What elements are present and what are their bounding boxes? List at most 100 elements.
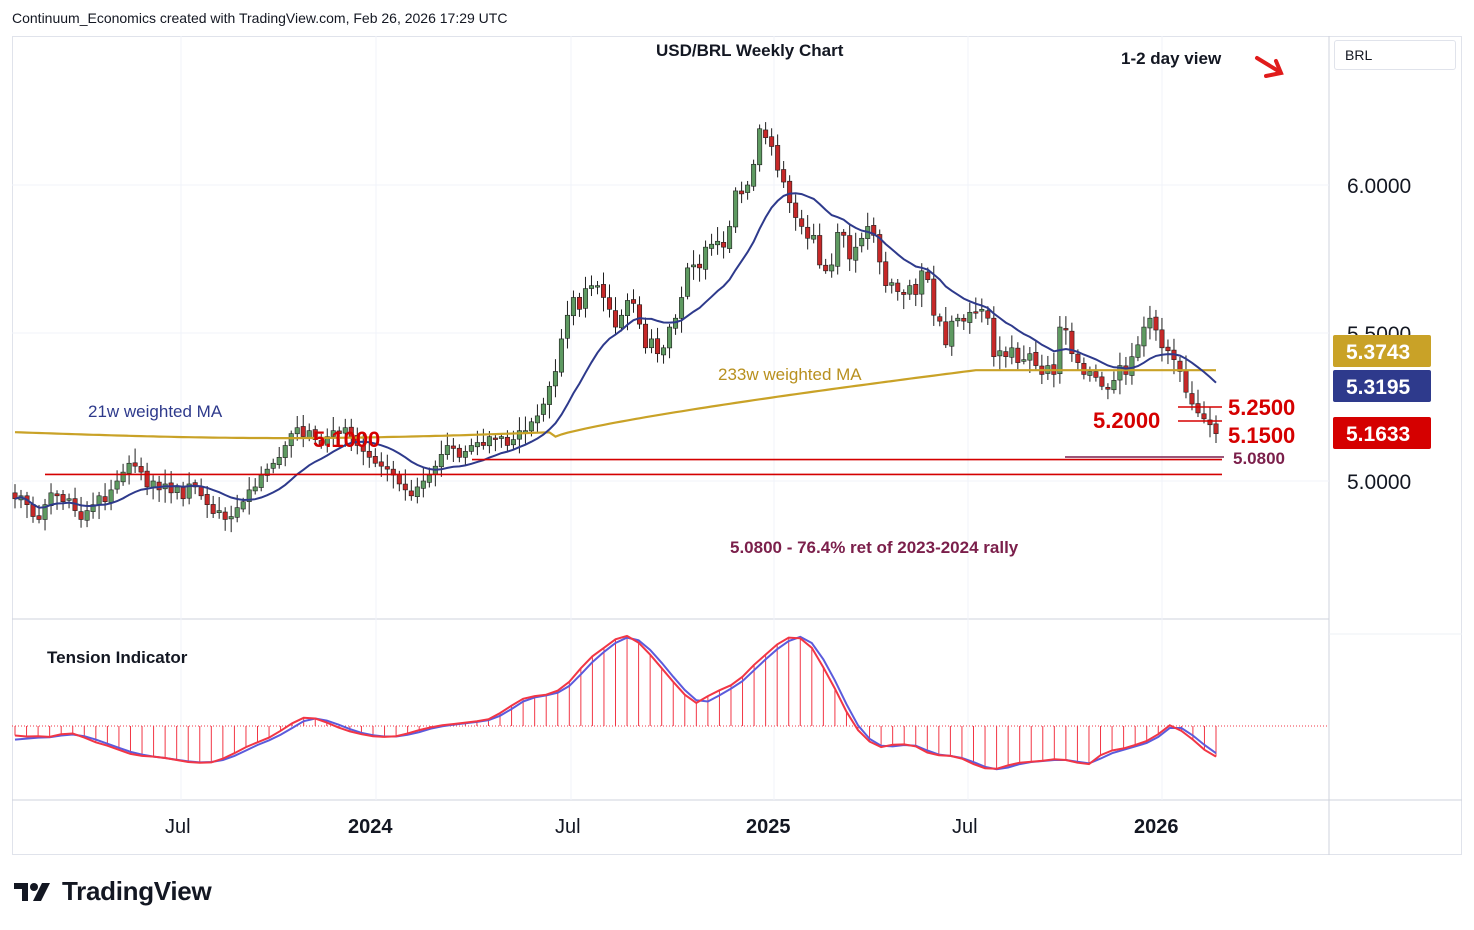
candle-up (294, 427, 300, 435)
candle-up (342, 427, 348, 434)
tension-histogram (14, 635, 1217, 769)
candle-down (817, 235, 823, 266)
candle-down (600, 284, 606, 298)
candle-up (486, 436, 492, 447)
fib-annotation: 5.0800 - 76.4% ret of 2023-2024 rally (730, 538, 1019, 557)
candle-up (252, 486, 258, 492)
candle-up (174, 486, 180, 493)
candle-down (643, 323, 649, 349)
candle-up (108, 489, 114, 503)
candle-down (1177, 360, 1183, 372)
candle-up (498, 436, 504, 439)
price-tag-label: 5.3743 (1346, 341, 1410, 364)
candle-up (234, 507, 240, 518)
candle-down (336, 430, 342, 434)
candle-down (456, 447, 462, 458)
candle-down (198, 486, 204, 497)
candle-up (1009, 347, 1015, 358)
candle-down (985, 310, 991, 319)
candle-down (631, 299, 637, 304)
symbol-box[interactable]: BRL (1334, 40, 1456, 70)
candle-up (685, 267, 691, 297)
candle-up (889, 282, 895, 286)
candle-up (679, 297, 685, 319)
candle-down (1153, 316, 1159, 331)
candle-up (727, 226, 733, 249)
candle-down (168, 482, 174, 494)
candle-up (552, 371, 558, 387)
candle-down (841, 231, 847, 236)
candle-down (384, 466, 390, 470)
candle-down (360, 444, 366, 452)
candle-up (240, 501, 246, 510)
candle-down (799, 218, 805, 227)
candle-down (1105, 386, 1111, 390)
candle-down (60, 494, 66, 503)
candle-down (138, 466, 144, 473)
candle-up (811, 235, 817, 240)
candle-down (769, 136, 775, 147)
candle-up (1141, 326, 1147, 347)
candle-down (805, 226, 811, 239)
candle-down (871, 225, 877, 236)
view-label: 1-2 day view (1121, 49, 1222, 68)
ma-233w-label: 233w weighted MA (718, 365, 862, 384)
candle-up (420, 480, 426, 489)
time-axis-tick: Jul (555, 816, 581, 838)
tension-main-line (14, 634, 1217, 770)
candle-down (655, 338, 661, 355)
candle-down (697, 263, 703, 269)
candle-up (703, 246, 709, 270)
candle-up (919, 270, 925, 295)
candle-up (649, 338, 655, 349)
candle-up (126, 462, 132, 474)
support-levels (45, 406, 1224, 476)
candle-down (901, 292, 907, 295)
candle-down (925, 271, 931, 281)
time-axis-tick: 2026 (1134, 816, 1179, 838)
candle-up (835, 232, 841, 267)
candle-up (582, 288, 588, 309)
candle-up (967, 311, 973, 323)
candle-up (949, 320, 955, 347)
candle-up (709, 243, 715, 249)
candle-up (619, 314, 625, 329)
candle-down (1201, 413, 1207, 420)
price-axis-tick: 6.0000 (1347, 175, 1411, 198)
candle-down (396, 474, 402, 485)
candle-down (937, 316, 943, 322)
candle-up (588, 285, 594, 289)
candle-up (444, 445, 450, 455)
candle-up (288, 433, 294, 447)
candle-up (564, 314, 570, 339)
candle-up (1027, 353, 1033, 361)
candle-up (715, 240, 721, 246)
candle-up (853, 246, 859, 261)
tradingview-logo[interactable]: TradingView (14, 876, 212, 907)
time-axis-tick: Jul (952, 816, 978, 838)
candle-up (228, 516, 234, 520)
candle-down (606, 297, 612, 310)
candle-up (745, 184, 751, 193)
candle-down (54, 493, 60, 497)
candle-up (114, 480, 120, 490)
candle-up (733, 190, 739, 228)
candle-up (90, 504, 96, 512)
candle-down (102, 496, 108, 503)
candle-down (1213, 423, 1219, 434)
candle-up (474, 442, 480, 448)
tradingview-logo-icon (14, 882, 50, 901)
price-tag-bg (1333, 335, 1431, 367)
candle-up (42, 504, 48, 520)
level-5-0800-label: 5.0800 (1233, 449, 1285, 468)
grid-lines (12, 36, 1329, 800)
candle-up (120, 471, 126, 483)
time-axis-tick: Jul (165, 816, 191, 838)
candle-down (312, 429, 318, 440)
candle-down (1003, 351, 1009, 357)
candle-down (1099, 376, 1105, 387)
candle-up (426, 474, 432, 483)
candle-up (1111, 380, 1117, 391)
candle-up (84, 510, 90, 521)
